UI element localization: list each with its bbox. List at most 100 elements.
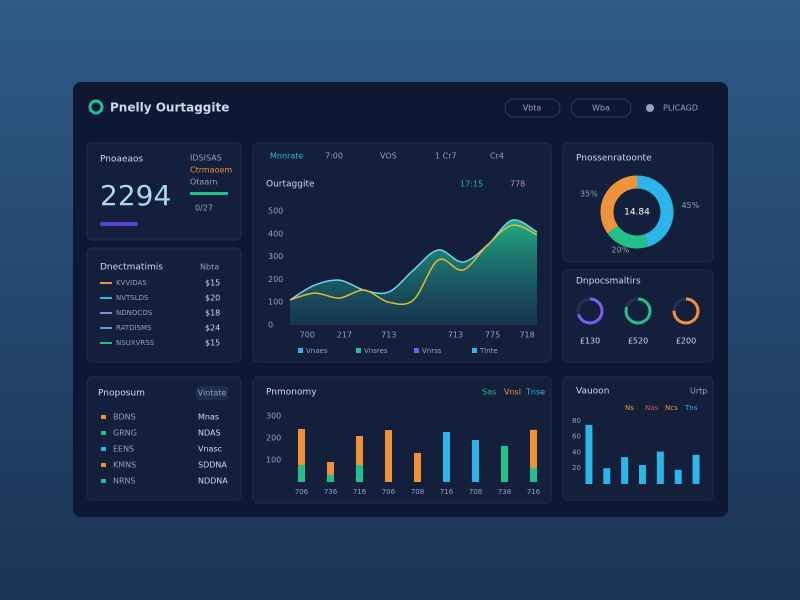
header-button[interactable] — [504, 98, 561, 118]
bar — [656, 451, 664, 484]
card-badge: Nbta — [200, 263, 219, 272]
bar — [530, 467, 537, 482]
chip: 778 — [510, 180, 525, 189]
chip: Tns — [684, 404, 698, 412]
row-bar — [100, 327, 112, 329]
chip: Ns — [625, 404, 634, 412]
x-tick-label: 708 — [469, 488, 482, 496]
kpi-foot: 0/27 — [195, 204, 213, 213]
row-label: NVTSLDS — [116, 294, 149, 302]
card-badge[interactable]: Vintate — [198, 389, 227, 398]
ring-progress — [624, 297, 652, 325]
row-dot — [101, 431, 106, 435]
legend-label: Vnrss — [422, 347, 442, 355]
x-tick-label: 716 — [527, 488, 541, 496]
card-title: Pnoposum — [98, 389, 145, 399]
row-bar — [100, 282, 112, 284]
x-tick-label: 700 — [300, 331, 315, 340]
x-tick-label: 718 — [519, 331, 534, 340]
y-tick-label: 0 — [268, 321, 273, 330]
badge[interactable] — [196, 386, 228, 400]
ring-caption: £130 — [580, 337, 600, 346]
row-label: NDNOCOS — [116, 309, 153, 317]
row-label: KVVIDAS — [116, 279, 147, 287]
chip: 17:15 — [460, 180, 483, 189]
x-tick-label: 713 — [448, 331, 463, 340]
bar — [327, 461, 334, 475]
kpi-side: IDSISAS — [190, 154, 222, 163]
x-tick-label: 217 — [337, 331, 352, 340]
bar — [414, 452, 421, 482]
card-title: Pnossenratoonte — [576, 154, 652, 164]
bar — [603, 468, 611, 484]
user-name[interactable]: PLICAGD — [663, 104, 698, 113]
legend-label: Vnsres — [364, 347, 388, 355]
row-value: NDDNA — [198, 477, 228, 486]
y-tick-label: 300 — [266, 412, 281, 421]
row-value: NDAS — [198, 429, 221, 438]
bar — [385, 430, 392, 482]
tab[interactable]: VOS — [380, 152, 397, 161]
bar — [298, 465, 305, 482]
bar — [639, 465, 646, 484]
ring-progress — [672, 297, 700, 325]
kpi-bar — [190, 192, 228, 195]
row-label: KMNS — [113, 461, 136, 470]
x-tick-label: 713 — [381, 331, 396, 340]
tab[interactable]: 7:00 — [325, 152, 343, 161]
activity-card — [86, 247, 242, 363]
donut-segment — [607, 225, 649, 249]
y-tick-label: 200 — [268, 275, 283, 284]
row-value: $20 — [205, 294, 220, 303]
x-tick-label: 775 — [485, 331, 500, 340]
tab[interactable]: Mnnrate — [270, 152, 303, 161]
ring-progress — [576, 297, 604, 325]
donut-segment — [600, 175, 638, 234]
y-tick-label: 20 — [572, 464, 581, 472]
bar — [674, 469, 682, 484]
kpi-value: 2294 — [100, 179, 171, 212]
header-button-label[interactable]: Vbta — [523, 104, 542, 113]
y-tick-label: 40 — [572, 448, 581, 456]
bar — [298, 428, 305, 466]
row-label: RATDISMS — [116, 324, 152, 332]
row-value: SDDNA — [198, 461, 227, 470]
row-value: $15 — [205, 279, 220, 288]
legend-label: Tlnte — [479, 347, 498, 355]
kpi-card — [86, 142, 242, 241]
row-value: $18 — [205, 309, 220, 318]
x-tick-label: 708 — [411, 488, 424, 496]
chip: Ncs — [665, 404, 678, 412]
tab[interactable]: 1 Cr7 — [435, 152, 457, 161]
x-tick-label: 706 — [295, 488, 309, 496]
area — [290, 219, 537, 325]
chip: Vnsl — [504, 388, 521, 397]
row-value: Mnas — [198, 413, 219, 422]
mini-bar-card — [562, 376, 714, 501]
row-bar — [100, 297, 112, 299]
row-label: NRNS — [113, 477, 136, 486]
row-dot — [101, 479, 106, 483]
x-tick-label: 716 — [353, 488, 367, 496]
chip: Tnse — [525, 388, 545, 397]
ring-caption: £200 — [676, 337, 696, 346]
bar — [585, 424, 593, 484]
list-card — [86, 376, 242, 501]
tab[interactable]: Cr4 — [490, 152, 504, 161]
donut-label: 35% — [580, 189, 598, 198]
bar — [530, 429, 537, 468]
y-tick-label: 200 — [266, 434, 281, 443]
donut-segment — [636, 175, 674, 247]
bar — [501, 445, 508, 482]
user-icon[interactable] — [646, 104, 654, 112]
bar — [472, 439, 479, 482]
header-button-label[interactable]: Wba — [592, 104, 610, 113]
header-button[interactable] — [570, 98, 632, 118]
y-tick-label: 100 — [266, 456, 281, 465]
kpi-underline — [100, 222, 138, 226]
legend-label: Vnaes — [306, 347, 328, 355]
legend-swatch — [298, 348, 303, 353]
card-title: Dnpocsmaltirs — [576, 277, 641, 287]
bar — [356, 436, 363, 466]
card-badge[interactable]: Urtp — [690, 387, 707, 396]
